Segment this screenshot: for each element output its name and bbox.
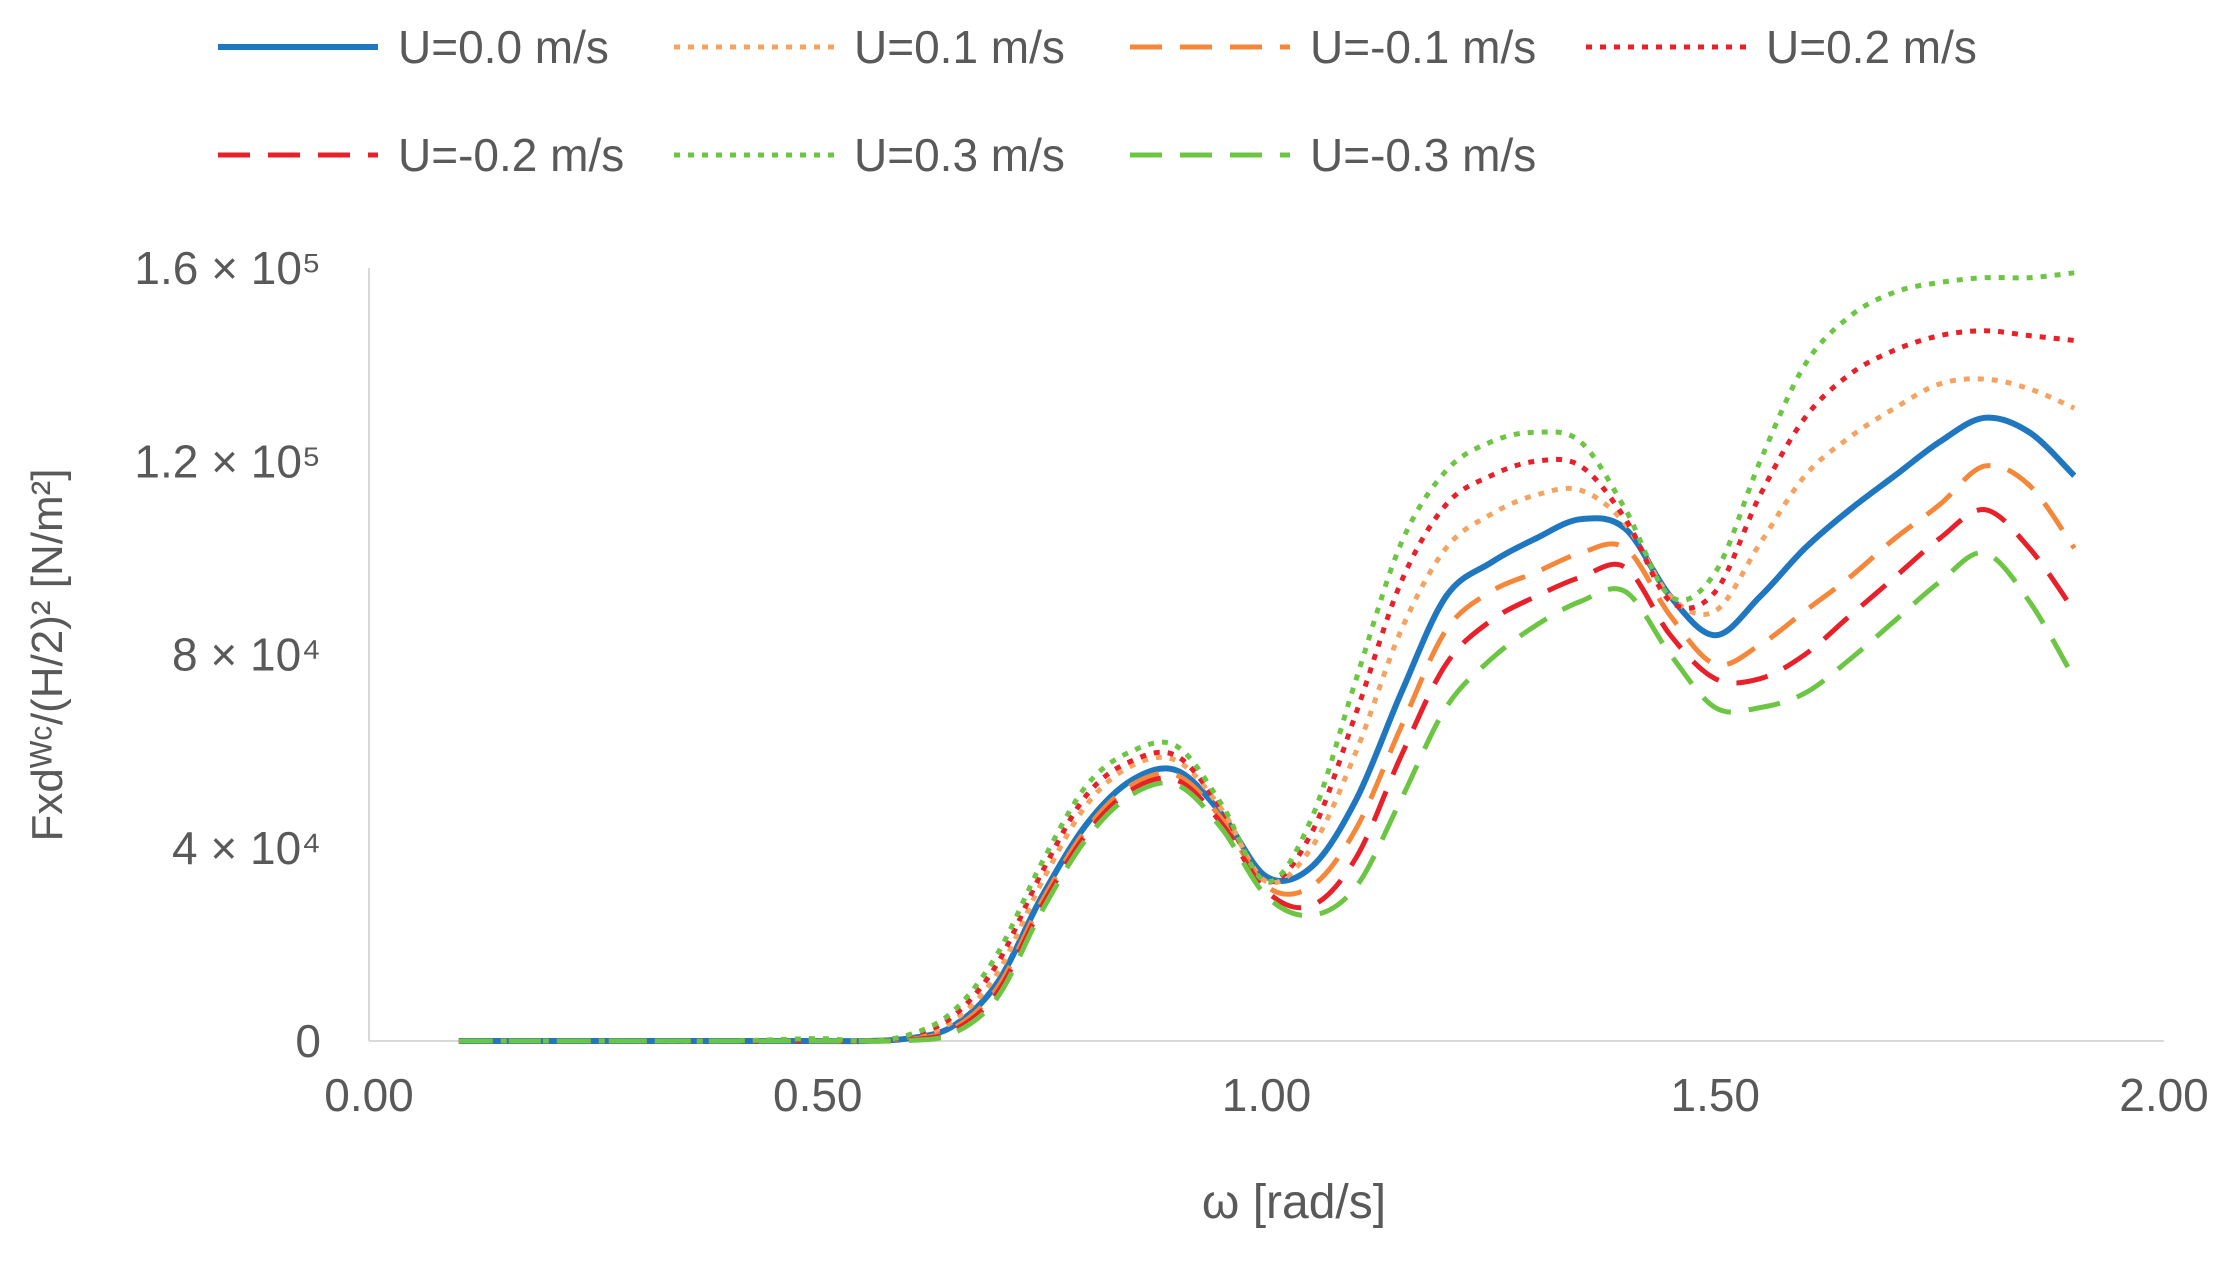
x-tick-label: 0.50 [773, 1069, 863, 1121]
legend-label-2: U=-0.1 m/s [1310, 21, 1536, 73]
legend: U=0.0 m/s U=0.1 m/s U=-0.1 m/s U=0.2 m/s U=-… [218, 21, 1977, 181]
x-tick-label: 0.00 [324, 1069, 414, 1121]
y-axis-title: Fxdᵂᶜ/(H/2)² [N/m²] [23, 469, 72, 842]
legend-label-5: U=0.3 m/s [854, 129, 1065, 181]
legend-label-1: U=0.1 m/s [854, 21, 1065, 73]
x-axis-title: ω [rad/s] [1202, 1176, 1386, 1229]
legend-label-4: U=-0.2 m/s [398, 129, 624, 181]
series-line-0 [458, 414, 2077, 1045]
series-line-2 [458, 462, 2077, 1044]
y-tick-label: 0 [295, 1015, 321, 1067]
legend-label-6: U=-0.3 m/s [1310, 129, 1536, 181]
series-line-3 [458, 328, 2075, 1044]
legend-label-0: U=0.0 m/s [398, 21, 609, 73]
series-line-5 [458, 270, 2075, 1044]
legend-label-3: U=0.2 m/s [1766, 21, 1977, 73]
x-tick-label: 1.50 [1670, 1069, 1760, 1121]
x-tick-label: 2.00 [2119, 1069, 2209, 1121]
y-tick-label: 1.2 × 10⁵ [134, 435, 321, 487]
x-tick-label: 1.00 [1222, 1069, 1312, 1121]
series-line-6 [458, 550, 2077, 1044]
y-tick-label: 1.6 × 10⁵ [134, 242, 321, 294]
axes: 0.00 0.50 1.00 1.50 2.00 0 4 × 10⁴ 8 × 10⁴ 1.2 ×… [134, 242, 2208, 1121]
y-tick-label: 4 × 10⁴ [172, 822, 321, 874]
series-line-1 [458, 376, 2076, 1044]
y-tick-label: 8 × 10⁴ [172, 629, 321, 681]
series-lines [458, 270, 2077, 1045]
